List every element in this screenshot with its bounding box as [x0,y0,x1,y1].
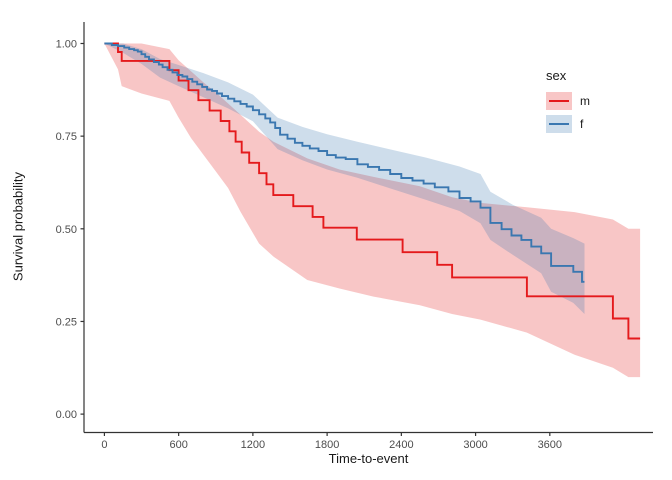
legend-key-line-f [549,123,569,125]
legend-key-line-m [549,100,569,102]
y-axis-title: Survival probability [10,171,26,282]
legend-key-m [546,92,572,110]
y-tick-label: 0.75 [56,131,77,143]
y-tick-label: 0.25 [56,316,77,328]
x-tick-label: 1800 [315,439,339,451]
legend: sex m f [546,68,590,138]
survival-curve-f [104,42,585,283]
legend-label-f: f [580,117,584,131]
legend-item-f: f [546,115,590,133]
x-tick-label: 0 [101,439,107,451]
y-tick-label: 0.50 [56,224,77,236]
confidence-band-f [104,43,585,314]
legend-key-f [546,115,572,133]
y-tick-label: 1.00 [56,38,77,50]
x-tick-label: 1200 [241,439,265,451]
legend-title: sex [546,68,567,83]
legend-label-m: m [580,94,590,108]
x-tick-label: 3600 [538,439,562,451]
x-tick-label: 3000 [463,439,487,451]
survival-curve-m [104,42,641,340]
confidence-band-m [104,43,641,378]
legend-item-m: m [546,92,590,110]
x-axis-title: Time-to-event [328,451,409,466]
x-tick-label: 600 [169,439,187,451]
x-tick-label: 2400 [389,439,413,451]
y-tick-label: 0.00 [56,409,77,421]
